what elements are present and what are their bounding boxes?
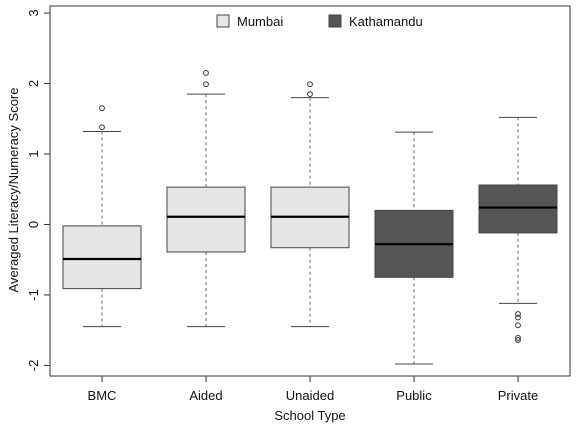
outlier-point — [307, 81, 313, 88]
box-aided — [166, 70, 246, 328]
box-public — [374, 131, 454, 365]
x-tick-label: Aided — [189, 388, 222, 403]
box-unaided — [270, 81, 350, 328]
box-bmc — [62, 105, 142, 328]
outlier-point — [99, 124, 105, 131]
outlier-point — [515, 314, 521, 321]
legend-item-mumbai: Mumbai — [216, 14, 283, 29]
outlier-point — [515, 337, 521, 343]
x-tick-label: Unaided — [286, 388, 334, 403]
outlier-point — [515, 322, 521, 329]
legend-swatch — [216, 14, 230, 28]
y-axis: -2 -1 0 1 2 3 — [26, 9, 50, 371]
legend-label: Kathamandu — [349, 14, 423, 29]
y-tick-label: 2 — [26, 80, 41, 87]
outlier-point — [203, 70, 209, 76]
y-axis-title: Averaged Literacy/Numeracy Score — [6, 88, 21, 293]
legend: Mumbai Kathamandu — [216, 14, 423, 29]
y-tick-label: -1 — [26, 289, 41, 301]
x-tick-label: BMC — [88, 388, 117, 403]
interquartile-box — [62, 225, 142, 290]
outlier-point — [515, 311, 521, 317]
legend-label: Mumbai — [237, 14, 283, 29]
box-private — [478, 116, 558, 343]
x-tick-label: Private — [498, 388, 538, 403]
y-tick-label: 1 — [26, 150, 41, 157]
outlier-point — [307, 91, 313, 97]
legend-swatch — [328, 14, 342, 28]
outlier-point — [203, 81, 209, 88]
outlier-point — [515, 335, 521, 341]
boxes — [62, 70, 558, 365]
x-axis: BMC Aided Unaided Public Private — [88, 376, 538, 403]
y-tick-label: 3 — [26, 9, 41, 16]
interquartile-box — [478, 184, 558, 234]
y-tick-label: -2 — [26, 360, 41, 372]
interquartile-box — [166, 186, 246, 253]
legend-item-kathamandu: Kathamandu — [328, 14, 423, 29]
x-tick-label: Public — [396, 388, 432, 403]
x-axis-title: School Type — [274, 408, 345, 423]
y-tick-label: 0 — [26, 221, 41, 228]
outlier-point — [99, 105, 105, 112]
